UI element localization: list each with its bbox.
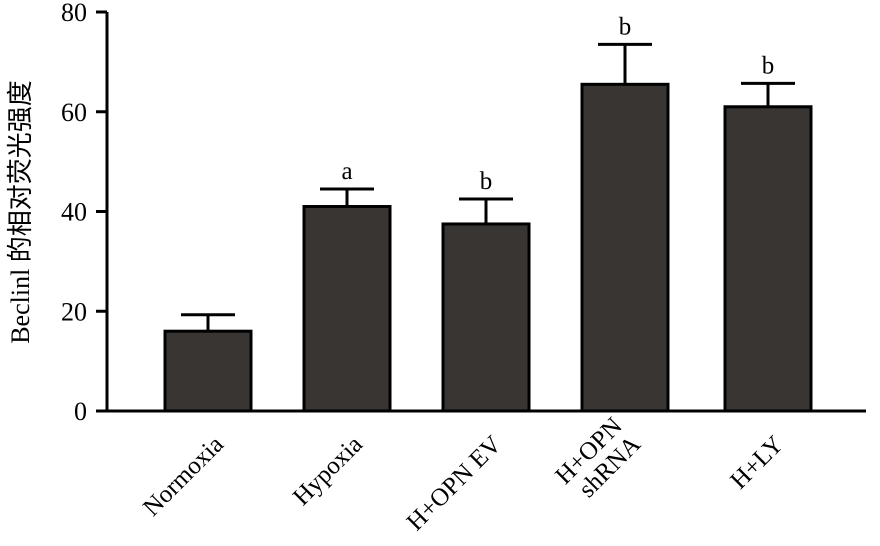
y-axis-title: Beclinl 的相对荧光强度 xyxy=(6,80,35,344)
significance-label: b xyxy=(762,52,775,79)
x-tick-label: H+LY xyxy=(725,431,789,495)
y-axis: 0 20 40 60 80 xyxy=(61,0,109,426)
bar xyxy=(723,105,813,413)
x-tick-label: H+OPN EV xyxy=(402,431,507,536)
bar xyxy=(441,222,531,413)
y-tick-label: 20 xyxy=(61,297,87,326)
bar xyxy=(302,205,392,413)
bars: a b b b xyxy=(163,13,813,413)
x-tick-label-line: H+OPN EV xyxy=(402,431,507,536)
x-tick-label-line: H+LY xyxy=(725,431,789,495)
x-tick-label: Hypoxia xyxy=(288,431,368,511)
y-tick-label: 0 xyxy=(74,397,87,426)
y-tick-label: 60 xyxy=(61,98,87,127)
bar-group: a xyxy=(302,158,392,413)
bar xyxy=(580,82,670,413)
significance-label: b xyxy=(619,13,632,40)
bar-group: b xyxy=(723,52,813,413)
x-tick-label-line: Hypoxia xyxy=(288,431,368,511)
significance-label: b xyxy=(480,168,493,195)
y-tick-label: 40 xyxy=(61,198,87,227)
bar-group: b xyxy=(580,13,670,413)
x-tick-label: H+OPNshRNA xyxy=(550,412,646,508)
bar xyxy=(163,329,253,413)
x-tick-label: Normoxia xyxy=(138,431,229,522)
x-tick-label-line: Normoxia xyxy=(138,431,229,522)
bar-group xyxy=(163,313,253,413)
significance-label: a xyxy=(341,158,352,185)
bar-group: b xyxy=(441,168,531,413)
y-tick-label: 80 xyxy=(61,0,87,27)
x-axis: Normoxia Hypoxia H+OPN EV H+OPNshRNA H+LY xyxy=(107,409,866,536)
